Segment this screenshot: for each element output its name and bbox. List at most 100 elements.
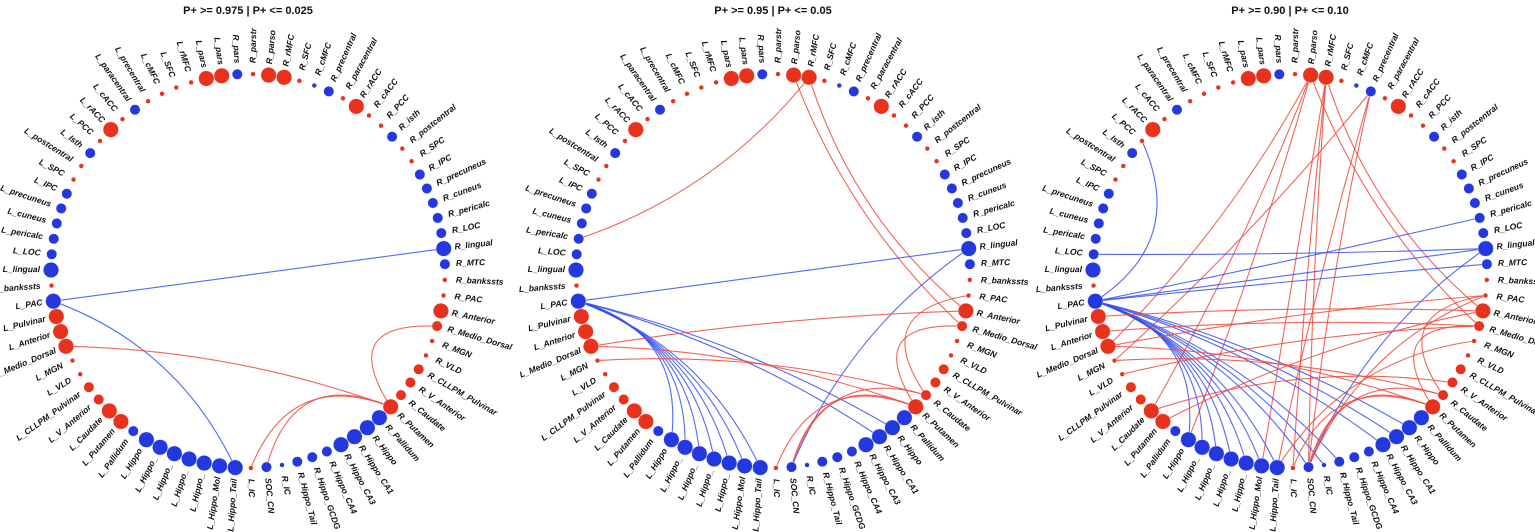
node-l-pcc (622, 138, 628, 144)
node-l-precuneus (1097, 202, 1109, 214)
node-label-r-sfc: R_SFC (822, 41, 839, 71)
node-r-spc (409, 158, 415, 164)
connection-l-caudate-r-v-anterior (1151, 375, 1453, 412)
panel-title: P+ >= 0.975 | P+ <= 0.025 (183, 5, 313, 17)
connection-r-lingual-soc-cn (790, 248, 970, 468)
node-r-sfc (296, 78, 303, 84)
connection-l-pac-r-lingual (53, 248, 444, 302)
node-l-caudate (101, 402, 118, 419)
node-l-hippo (663, 431, 680, 448)
node-r-anterior (1474, 302, 1491, 319)
connection-r-medio-dorsal-r-putamen (371, 325, 438, 408)
node-label-l-loc: L_LOC (538, 245, 567, 257)
node-label-soc-cn: SOC_CN (1305, 478, 1318, 515)
node-l-hippo (138, 431, 155, 448)
connection-l-pac-r-lingual (1095, 248, 1486, 302)
node-r-hippo-ca3 (858, 436, 875, 453)
node-r-cacc (1408, 112, 1414, 119)
node-label-r-parsorbitalis: R_pars (1273, 34, 1285, 64)
node-l-postcentral (603, 163, 609, 169)
node-r-paracentral (1382, 95, 1388, 101)
node-label-r-loc: R_LOC (1493, 220, 1524, 236)
node-label-r-pac: R_PAC (454, 291, 484, 305)
node-l-hippo-tail (1269, 459, 1286, 476)
node-label-r-loc: R_LOC (451, 220, 482, 236)
node-r-hippo-tail (291, 456, 303, 468)
node-l-hippo-tail (752, 459, 769, 476)
node-label-r-parstriangularis: R_parstr (247, 27, 258, 63)
node-r-putamen (907, 398, 924, 415)
node-l-racc (627, 121, 644, 138)
node-r-hippo-tail (816, 456, 828, 468)
panel-p90: P+ >= 0.90 | P+ <= 0.10 R_parso R_rMFC R_SF… (1035, 5, 1535, 532)
node-label-l-parstriangularis: L_pars (212, 37, 226, 66)
node-label-l-pericalc: L_pericalc (526, 224, 569, 241)
node-r-pac (965, 292, 972, 299)
node-r-bankssts (1484, 277, 1490, 283)
node-l-pac (570, 293, 587, 310)
panel-p95: P+ >= 0.95 | P+ <= 0.05 R_parso R_rMFC R_SF… (518, 5, 1039, 532)
node-label-l-ic: L_IC (1289, 479, 1299, 498)
node-l-postcentral (1120, 163, 1126, 169)
node-l-ic (248, 465, 254, 471)
node-label-soc-cn: SOC_CN (263, 478, 276, 515)
node-label-r-rmfc: R_rMFC (1322, 33, 1338, 68)
connection-r-parsopercularis-l-hippo (1187, 74, 1312, 440)
node-l-medio-dorsal (1099, 338, 1116, 355)
node-r-loc (435, 227, 447, 239)
node-label-l-hippo-mol: L_Hippo_Mol (1247, 475, 1265, 530)
connection-soc-cn-r-caudate (1307, 387, 1444, 468)
node-r-spc (933, 158, 940, 164)
node-label-l-spc: L_SPC (37, 157, 67, 179)
node-label-l-hippo-gc: L_Hippo_ (188, 472, 206, 512)
connection-l-pulvinar-r-anterior (1098, 308, 1483, 318)
connection-l-mgn-r-caudate (597, 358, 927, 396)
node-l-anterior (52, 323, 69, 340)
node-r-putamen (1424, 398, 1441, 415)
connection-l-medio-dorsal-r-putamen (590, 345, 916, 408)
node-l-hippo (1180, 431, 1197, 448)
node-label-l-rmfc: L_rMFC (175, 40, 194, 74)
node-l-hippo-ca1 (1194, 439, 1211, 456)
node-r-bankssts (442, 277, 448, 283)
node-l-caudate (626, 402, 643, 419)
node-label-l-pericalc: L_pericalc (1, 224, 44, 241)
node-r-vld (948, 352, 954, 359)
node-r-hippo-ca1 (346, 428, 363, 445)
node-l-pallidum (1169, 425, 1181, 437)
connection-l-pac-r-hippo (1095, 300, 1410, 429)
node-r-parsopercularis (785, 67, 802, 84)
node-label-r-ic: R_IC (280, 475, 293, 497)
node-r-precuneus (1463, 183, 1475, 194)
node-r-hippo-gcdg (306, 451, 318, 463)
node-r-anterior (957, 302, 974, 319)
node-l-loc (46, 248, 58, 260)
panel-title: P+ >= 0.95 | P+ <= 0.05 (714, 5, 831, 17)
node-r-medio-dorsal (431, 320, 443, 332)
connection-l-medio-dorsal-r-anterior (590, 310, 966, 347)
node-label-l-bankssts: L_bankssts (1036, 281, 1084, 294)
node-r-postcentral (924, 146, 930, 152)
node-l-ipc (586, 188, 598, 200)
node-l-v-anterior (93, 394, 105, 405)
node-l-lingual (568, 262, 585, 279)
node-r-parsorbitalis (231, 68, 243, 80)
node-r-ipc (414, 169, 426, 180)
node-label-l-spc: L_SPC (1079, 157, 1109, 179)
node-label-l-pericalc: L_pericalc (1043, 224, 1086, 241)
node-r-v-anterior (404, 377, 416, 388)
connection-l-pac-r-hippo (578, 300, 893, 429)
node-label-l-pac: L_PAC (15, 297, 44, 311)
node-l-vld (602, 371, 608, 377)
node-l-lingual (1084, 262, 1101, 279)
node-label-r-pericalc: R_pericalc (447, 198, 491, 219)
node-r-precentral (848, 86, 860, 97)
node-label-r-bankssts: R_bankssts (456, 275, 504, 287)
node-label-l-ipc: L_IPC (558, 175, 585, 194)
node-l-isthmus (84, 147, 96, 159)
node-l-racc (1144, 121, 1161, 138)
connection-r-parsopercularis-r-medio-dorsal (793, 74, 963, 327)
node-r-vld (1465, 352, 1471, 359)
panel-title: P+ >= 0.90 | P+ <= 0.10 (1231, 5, 1348, 17)
node-l-spc (70, 177, 77, 183)
